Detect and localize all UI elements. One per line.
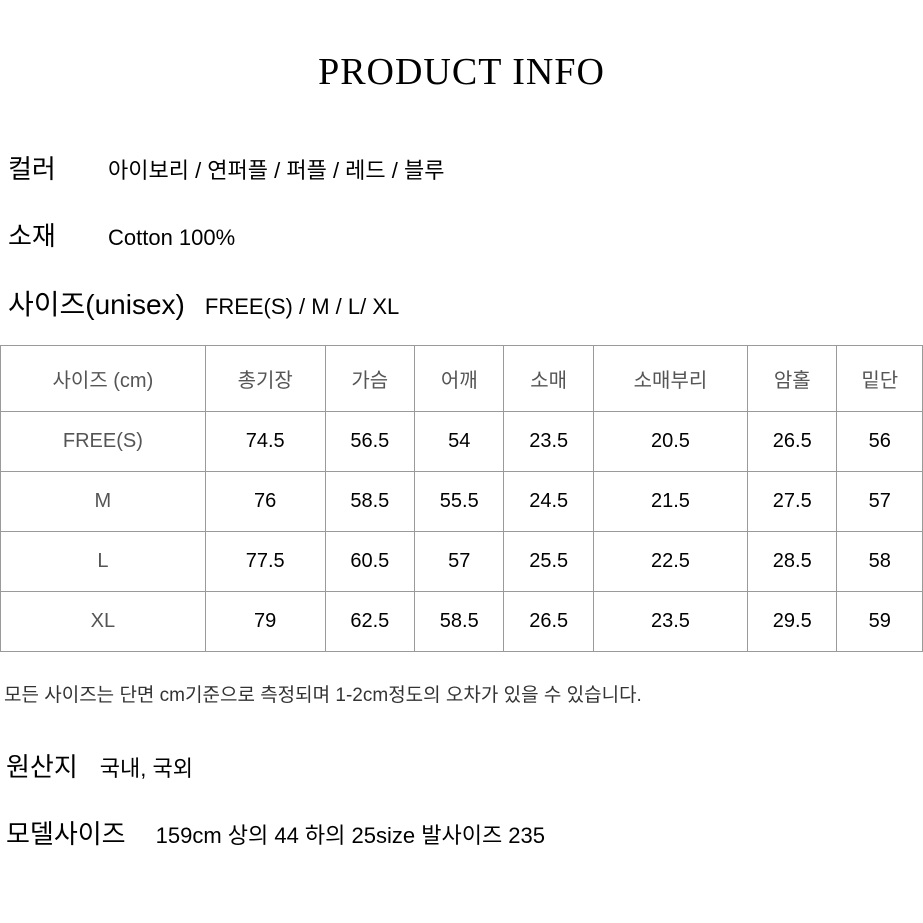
col-shoulder: 어깨 [415,346,504,412]
cell: 29.5 [748,592,837,652]
cell: 24.5 [504,472,593,532]
cell: 21.5 [593,472,747,532]
size-label: 사이즈(unisex) [8,283,185,323]
cell-size: FREE(S) [1,412,206,472]
cell: 60.5 [325,532,414,592]
model-size-value: 159cm 상의 44 하의 25size 발사이즈 235 [156,818,545,850]
cell: 76 [205,472,325,532]
cell: 23.5 [593,592,747,652]
material-row: 소재 Cotton 100% [0,216,923,253]
cell: 26.5 [748,412,837,472]
table-header-row: 사이즈 (cm) 총기장 가슴 어깨 소매 소매부리 암홀 밑단 [1,346,923,412]
cell: 74.5 [205,412,325,472]
table-row: FREE(S) 74.5 56.5 54 23.5 20.5 26.5 56 [1,412,923,472]
material-value: Cotton 100% [108,225,235,251]
material-label: 소재 [8,216,108,253]
cell: 25.5 [504,532,593,592]
cell: 58 [837,532,923,592]
origin-row: 원산지 국내, 국외 [0,747,923,784]
table-row: M 76 58.5 55.5 24.5 21.5 27.5 57 [1,472,923,532]
cell-size: M [1,472,206,532]
col-sleeve-opening: 소매부리 [593,346,747,412]
origin-value: 국내, 국외 [100,751,193,783]
cell: 57 [837,472,923,532]
color-label: 컬러 [8,149,108,186]
col-chest: 가슴 [325,346,414,412]
col-size: 사이즈 (cm) [1,346,206,412]
cell-size: XL [1,592,206,652]
cell: 79 [205,592,325,652]
cell: 56 [837,412,923,472]
cell-size: L [1,532,206,592]
size-header-row: 사이즈(unisex) FREE(S) / M / L/ XL [0,283,923,323]
cell: 27.5 [748,472,837,532]
color-value: 아이보리 / 연퍼플 / 퍼플 / 레드 / 블루 [108,153,444,185]
col-sleeve: 소매 [504,346,593,412]
color-row: 컬러 아이보리 / 연퍼플 / 퍼플 / 레드 / 블루 [0,149,923,186]
cell: 57 [415,532,504,592]
col-hem: 밑단 [837,346,923,412]
origin-label: 원산지 [6,747,78,784]
cell: 22.5 [593,532,747,592]
cell: 55.5 [415,472,504,532]
col-total-length: 총기장 [205,346,325,412]
cell: 77.5 [205,532,325,592]
size-table: 사이즈 (cm) 총기장 가슴 어깨 소매 소매부리 암홀 밑단 FREE(S)… [0,345,923,652]
cell: 59 [837,592,923,652]
measurement-note: 모든 사이즈는 단면 cm기준으로 측정되며 1-2cm정도의 오차가 있을 수… [0,680,923,707]
cell: 58.5 [325,472,414,532]
table-row: L 77.5 60.5 57 25.5 22.5 28.5 58 [1,532,923,592]
cell: 56.5 [325,412,414,472]
table-row: XL 79 62.5 58.5 26.5 23.5 29.5 59 [1,592,923,652]
cell: 62.5 [325,592,414,652]
page-title: PRODUCT INFO [0,50,923,94]
cell: 58.5 [415,592,504,652]
cell: 20.5 [593,412,747,472]
size-options: FREE(S) / M / L/ XL [205,294,399,320]
model-size-label: 모델사이즈 [6,814,126,851]
cell: 54 [415,412,504,472]
cell: 26.5 [504,592,593,652]
table-body: FREE(S) 74.5 56.5 54 23.5 20.5 26.5 56 M… [1,412,923,652]
model-size-row: 모델사이즈 159cm 상의 44 하의 25size 발사이즈 235 [0,814,923,851]
cell: 28.5 [748,532,837,592]
col-armhole: 암홀 [748,346,837,412]
cell: 23.5 [504,412,593,472]
